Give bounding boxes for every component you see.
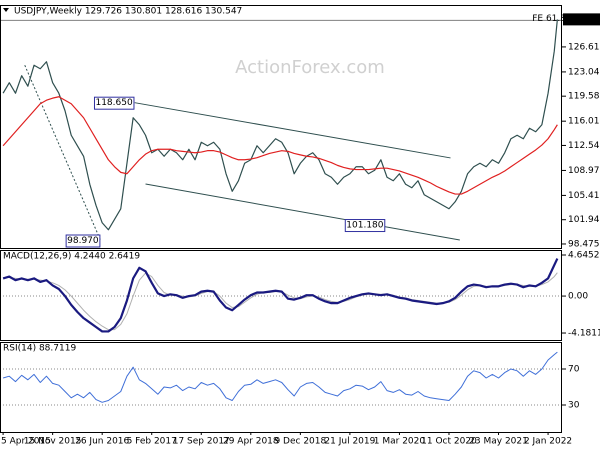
panel-border <box>0 342 562 433</box>
series-line <box>2 351 558 403</box>
x-tick-label: 2 Jan 2022 <box>524 437 572 447</box>
y-tick-label: 108.975 <box>568 166 600 176</box>
annotation: 101.180 <box>344 219 386 233</box>
series-line <box>2 19 558 231</box>
y-tick-label: 126.615 <box>568 42 600 52</box>
panel-title: MACD(12,26,9) 4.2440 2.6419 <box>3 252 140 262</box>
x-tick-label: 21 Jul 2019 <box>324 437 375 447</box>
y-tick-label: -4.1811 <box>568 329 600 339</box>
panel-title: RSI(14) 88.7119 <box>3 344 76 354</box>
trend-line <box>145 183 460 241</box>
panel-border <box>0 250 562 341</box>
x-tick-label: 5 Apr 2015 <box>1 437 51 447</box>
y-tick-label: 112.545 <box>568 141 600 151</box>
symbol-arrow <box>3 8 9 12</box>
panel-border <box>0 5 562 249</box>
y-tick-label: 0.00 <box>568 292 588 302</box>
annotation-label: 118.650 <box>95 98 132 108</box>
x-tick-label: 5 Feb 2017 <box>127 437 177 447</box>
series-line <box>2 96 558 195</box>
panel-title: USDJPY,Weekly 129.726 130.801 128.616 13… <box>14 7 242 17</box>
y-tick-label: 30 <box>568 401 580 411</box>
panel <box>0 258 562 333</box>
x-tick-label: 26 Jun 2016 <box>75 437 129 447</box>
y-tick-label: 70 <box>568 365 580 375</box>
y-tick-label: 98.475 <box>568 239 600 249</box>
series-line <box>2 258 559 333</box>
x-tick-label: 23 May 2021 <box>469 437 528 447</box>
panel <box>0 351 562 406</box>
price-box <box>563 13 600 26</box>
y-tick-label: 105.410 <box>568 191 600 201</box>
x-tick-label: 29 Apr 2018 <box>223 437 279 447</box>
annotation-box <box>344 219 386 233</box>
x-tick-label: 15 Nov 2015 <box>24 437 82 447</box>
y-tick-label: 116.010 <box>568 117 600 127</box>
y-tick-label: 119.580 <box>568 92 600 102</box>
x-tick-label: 11 Oct 2020 <box>421 437 477 447</box>
panel <box>0 19 562 241</box>
level-label: FE 61.8 <box>532 14 566 24</box>
trend-line <box>134 102 451 159</box>
price-label: 130.547 <box>566 15 600 25</box>
annotation-box <box>65 234 101 248</box>
annotation: 118.650 <box>93 96 135 110</box>
x-tick-label: 9 Dec 2018 <box>274 437 326 447</box>
annotation-box <box>93 96 135 110</box>
watermark: ActionForex.com <box>235 57 385 78</box>
y-tick-label: 123.045 <box>568 67 600 77</box>
y-tick-label: 101.940 <box>568 215 600 225</box>
x-tick-label: 1 Mar 2020 <box>374 437 426 447</box>
y-tick-label: 4.6452 <box>568 250 600 260</box>
x-tick-label: 17 Sep 2017 <box>173 437 230 447</box>
annotation-label: 101.180 <box>346 221 383 231</box>
annotation-label: 98.970 <box>67 236 99 246</box>
annotation: 98.970 <box>65 234 101 248</box>
